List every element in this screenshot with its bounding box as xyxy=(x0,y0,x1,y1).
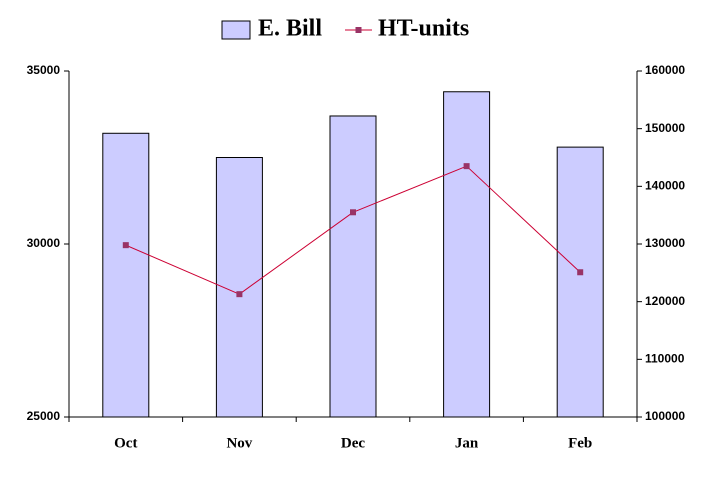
bar xyxy=(444,92,490,417)
y2-tick-label: 160000 xyxy=(645,63,685,77)
legend-swatch xyxy=(222,21,250,39)
legend-label: HT-units xyxy=(378,16,469,42)
y-tick-label: 25000 xyxy=(27,409,61,423)
x-tick-label: Nov xyxy=(226,435,252,451)
x-tick-label: Jan xyxy=(455,435,479,451)
marker xyxy=(123,242,129,248)
marker xyxy=(464,163,470,169)
marker xyxy=(236,291,242,297)
y-tick-label: 30000 xyxy=(27,236,61,250)
legend-label: E. Bill xyxy=(258,16,322,42)
y-tick-label: 35000 xyxy=(27,63,61,77)
bar xyxy=(557,147,603,417)
chart: 25000 30000 35000 100000 110000 120000 130000 1… xyxy=(0,0,713,477)
bar xyxy=(330,116,376,417)
bar xyxy=(103,133,149,417)
legend-marker xyxy=(356,27,362,33)
x-tick-label: Dec xyxy=(341,435,365,451)
y2-tick-label: 110000 xyxy=(645,352,685,366)
x-tick-label: Oct xyxy=(114,435,137,451)
y2-tick-label: 130000 xyxy=(645,236,685,250)
y2-tick-label: 120000 xyxy=(645,294,685,308)
y2-tick-label: 140000 xyxy=(645,179,685,193)
marker xyxy=(350,209,356,215)
y2-tick-label: 150000 xyxy=(645,121,685,135)
y2-tick-label: 100000 xyxy=(645,409,685,423)
marker xyxy=(577,269,583,275)
x-tick-label: Feb xyxy=(568,435,592,451)
